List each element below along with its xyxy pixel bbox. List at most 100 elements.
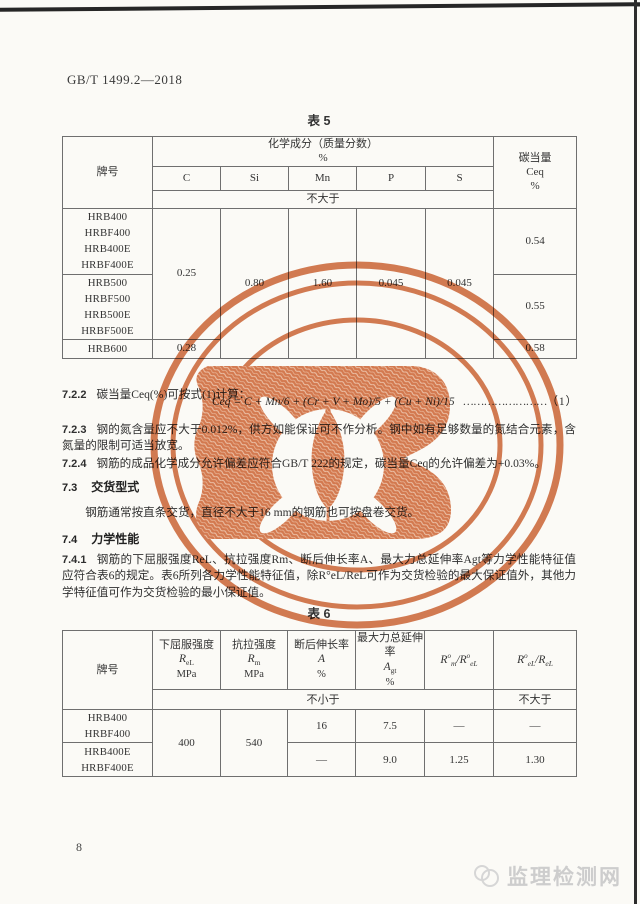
grade-name: HRBF500 [84, 292, 131, 305]
column-name: 下屈服强度 [159, 639, 214, 652]
clause-text: 钢的氮含量应不大于0.012%，供方如能保证可不作分析。钢中如有足够数量的氮结合… [62, 422, 576, 453]
limit-row-label: 不大于 [151, 189, 495, 209]
a-value-cell: 16 [287, 709, 356, 744]
element-header-P: P [356, 165, 426, 191]
grade-name: HRB400 [87, 712, 128, 725]
clause-7-2-4: 7.2.4 钢筋的成品化学成分允许偏差应符合GB/T 222的规定，碳当量Ceq的… [62, 456, 576, 473]
formula-reference: ……………………（ 1 ） [462, 396, 577, 408]
column-name: 抗拉强度 [232, 639, 276, 652]
grade-name: HRBF400E [81, 761, 134, 774]
grade-group-600: HRB600 [62, 338, 153, 359]
grade-row-400E: HRB400E HRBF400E [62, 742, 153, 778]
element-header-Mn: Mn [288, 165, 357, 191]
min-limit-label: 不小于 [152, 689, 494, 711]
column-unit: MPa [176, 669, 197, 681]
table5-chemical-composition: 牌号 化学成分（质量分数） % 碳当量 Ceq % C Si Mn P S 不大… [62, 136, 578, 359]
ratio2-header: RoeL/ReL [493, 629, 577, 691]
table6-mechanical-properties: 牌号 下屈服强度 ReL MPa 抗拉强度 Rm MPa 断后伸长率 A % 最… [62, 629, 577, 778]
chem-header-unit: % [318, 152, 328, 165]
heading-title: 交货型式 [91, 480, 140, 494]
grade-column-header: 牌号 [62, 629, 153, 711]
tensile-strength-header: 抗拉强度 Rm MPa [220, 629, 288, 691]
elongation-header: 断后伸长率 A % [287, 629, 356, 691]
si-value-cell: 0.80 [220, 207, 289, 359]
column-unit: MPa [244, 669, 264, 681]
chem-composition-header: 化学成分（质量分数） % [151, 136, 495, 167]
scan-top-edge [0, 2, 640, 12]
column-symbol: Agt [383, 660, 397, 675]
clause-number: 7.2.4 [62, 457, 87, 470]
ceq-header-line1: 碳当量 [518, 151, 552, 164]
grade-name: HRBF400 [84, 227, 131, 240]
chem-header-line1: 化学成分（质量分数） [268, 138, 379, 150]
heading-title: 力学性能 [91, 532, 140, 546]
ratio1-value-cell: — [424, 709, 494, 744]
formula-1: Ceq = C + Mn/6 + (Cr + V + Mo)/5 + (Cu +… [62, 394, 577, 411]
column-symbol: ReL [179, 653, 194, 668]
page-number: 8 [76, 840, 82, 854]
heading-7-3: 7.3 交货型式 [62, 479, 576, 497]
rel-value-cell: 400 [152, 709, 221, 778]
column-name: 最大力总延伸率 [357, 632, 423, 659]
grade-group-500: HRB500 HRBF500 HRB500E HRBF500E [62, 273, 153, 340]
mn-value-cell: 1.60 [288, 207, 357, 359]
clause-number: 7.3 [62, 482, 78, 494]
rm-value-cell: 540 [220, 709, 288, 778]
a-value-cell: — [287, 742, 356, 778]
ceq-column-header: 碳当量 Ceq % [493, 136, 578, 209]
grade-name: HRB600 [87, 342, 128, 355]
clause-number: 7.4.1 [62, 553, 87, 566]
column-unit: % [317, 669, 326, 681]
grade-row-400: HRB400 HRBF400 [62, 709, 153, 744]
formula-expression: Ceq = C + Mn/6 + (Cr + V + Mo)/5 + (Cu +… [212, 396, 455, 408]
column-symbol: A [317, 653, 326, 666]
c-value-cell: 0.28 [152, 338, 221, 359]
table6-title: 表 6 [307, 607, 331, 621]
ratio2-value-cell: — [493, 709, 577, 744]
site-watermark-text: 监理检测网 [507, 866, 622, 889]
clause-7-2-3: 7.2.3 钢的氮含量应不大于0.012%，供方如能保证可不作分析。钢中如有足够数… [62, 422, 576, 455]
column-name: 断后伸长率 [294, 639, 349, 652]
yield-strength-header: 下屈服强度 ReL MPa [152, 629, 221, 691]
ceq-value-cell: 0.58 [493, 338, 578, 359]
grade-name: HRB400E [84, 243, 131, 256]
column-symbol: Rm [247, 653, 261, 668]
grade-name: HRBF500E [81, 324, 134, 337]
ceq-header-unit: % [530, 180, 540, 193]
scan-right-edge [634, 0, 637, 904]
clause-number: 7.4 [62, 534, 78, 546]
heading-7-4: 7.4 力学性能 [62, 531, 576, 549]
max-limit-label: 不大于 [493, 689, 577, 711]
doc-number: GB/T 1499.2—2018 [67, 72, 183, 87]
c-value-cell: 0.25 [152, 207, 221, 340]
grade-name: HRBF400 [84, 728, 131, 741]
p-value-cell: 0.045 [356, 207, 426, 359]
grade-name: HRB400E [84, 745, 131, 758]
element-header-C: C [152, 165, 221, 191]
clause-text: 钢筋的成品化学成分允许偏差应符合GB/T 222的规定，碳当量Ceq的允许偏差为… [96, 456, 546, 470]
grade-name: HRBF400E [81, 259, 134, 272]
agt-value-cell: 9.0 [355, 742, 425, 778]
table5-title: 表 5 [307, 114, 331, 128]
ratio1-header: Rom/RoeL [424, 629, 494, 691]
ceq-value-cell: 0.54 [493, 207, 578, 275]
total-elongation-header: 最大力总延伸率 Agt % [355, 629, 425, 691]
agt-value-cell: 7.5 [355, 709, 425, 744]
element-header-Si: Si [220, 165, 289, 191]
ceq-header-symbol: Ceq [526, 166, 544, 179]
grade-name: HRB500 [87, 276, 128, 289]
element-header-S: S [424, 165, 495, 191]
ratio2-value-cell: 1.30 [493, 742, 577, 778]
column-unit: % [385, 676, 395, 688]
grade-group-400: HRB400 HRBF400 HRB400E HRBF400E [62, 207, 153, 275]
grade-column-header: 牌号 [62, 136, 153, 209]
ceq-value-cell: 0.55 [493, 273, 578, 340]
clause-7-3-body: 钢筋通常按直条交货，直径不大于16 mm的钢筋也可按盘卷交货。 [85, 505, 420, 519]
clause-number: 7.2.2 [62, 388, 87, 401]
grade-name: HRB500E [84, 308, 131, 321]
site-watermark-icon [474, 865, 499, 887]
ratio1-value-cell: 1.25 [424, 742, 494, 778]
grade-name: HRB400 [87, 211, 128, 224]
clause-7-4-1: 7.4.1 钢筋的下屈服强度ReL、抗拉强度Rm、断后伸长率A、最大力总延伸率Ag… [62, 552, 576, 602]
